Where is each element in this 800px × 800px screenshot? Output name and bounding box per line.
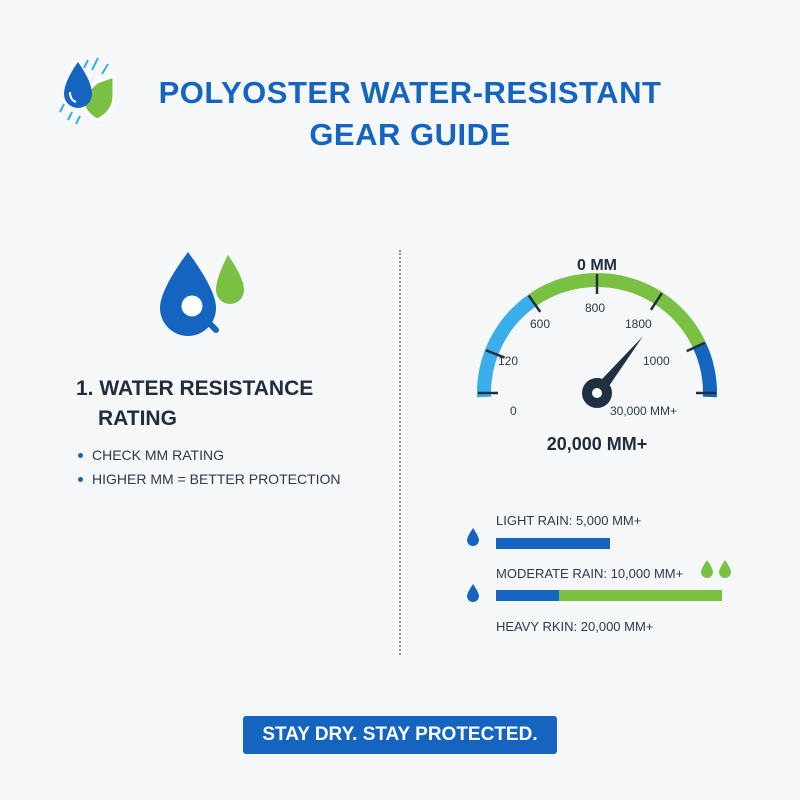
- gauge-tick: [649, 292, 663, 311]
- gauge-tick-label: 0: [510, 404, 517, 418]
- gauge-tick-label: 800: [585, 301, 605, 315]
- section-title: 1. WATER RESISTANCE RATING: [76, 377, 314, 430]
- page-title: POLYOSTER WATER-RESISTANT GEAR GUIDE: [158, 75, 662, 152]
- gauge-top-label: 0 MM: [577, 257, 617, 274]
- gauge-tick-label: 30,000 MM+: [610, 404, 677, 418]
- gauge-tick-label: 1800: [625, 317, 652, 331]
- gauge-tick-label: 1000: [643, 354, 670, 368]
- water-drop-magnifier-icon: [160, 252, 244, 336]
- bullet-item: CHECK MM RATING: [78, 447, 341, 463]
- gauge: 0 MM 20,000 MM+ 0 120 600 800 1800 1000 …: [477, 257, 717, 454]
- gauge-arc-segment: [528, 273, 706, 349]
- gauge-tick: [485, 349, 506, 359]
- bullet-list: CHECK MM RATING HIGHER MM = BETTER PROTE…: [78, 447, 341, 495]
- water-drop-icon: [467, 528, 479, 546]
- bullet-item: HIGHER MM = BETTER PROTECTION: [78, 471, 341, 487]
- rain-level-label: MODERATE RAIN: 10,000 MM+: [496, 566, 684, 581]
- gauge-hub-center: [592, 388, 602, 398]
- gauge-tick-label: 120: [498, 354, 518, 368]
- rain-level-label: LIGHT RAIN: 5,000 MM+: [496, 513, 642, 528]
- green-drops-icon: [701, 560, 731, 578]
- gauge-readout: 20,000 MM+: [547, 434, 648, 454]
- water-drop-icon: [467, 584, 479, 602]
- divider: [399, 250, 401, 655]
- water-drop-shield-icon: [59, 57, 116, 125]
- gauge-tick-label: 600: [530, 317, 550, 331]
- gauge-tick: [527, 294, 542, 313]
- gauge-tick: [686, 341, 706, 353]
- light-rain-bar: [496, 538, 610, 549]
- gauge-arc-segment: [477, 294, 537, 398]
- rain-level-label: HEAVY RKIN: 20,000 MM+: [496, 619, 654, 634]
- footer-banner: STAY DRY. STAY PROTECTED.: [243, 716, 557, 754]
- moderate-rain-bar: [496, 590, 722, 601]
- moderate-rain-bar-fill: [496, 590, 560, 601]
- gauge-arc-segment: [692, 342, 717, 398]
